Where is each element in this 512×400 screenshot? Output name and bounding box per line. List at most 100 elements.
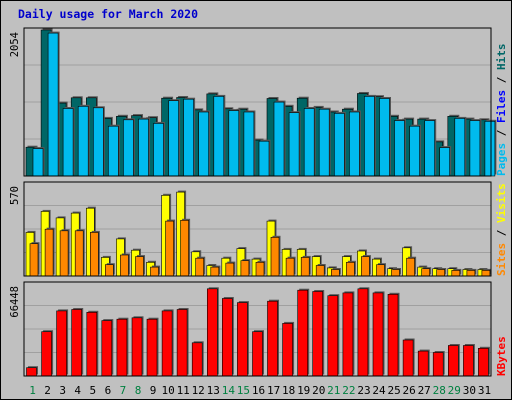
bar-pages-day-15 [243, 111, 255, 177]
x-tick-label: 22 [342, 384, 355, 397]
bar-kbytes-day-6 [101, 320, 113, 377]
x-tick-label: 13 [207, 384, 220, 397]
bar-kbytes-day-21 [327, 295, 339, 377]
x-tick-label: 3 [59, 384, 66, 397]
bar-kbytes-day-4 [71, 309, 82, 377]
bar-pages-day-1 [32, 148, 44, 177]
legend-entry-pages: Pages [495, 143, 508, 176]
bar-sites-day-2 [44, 228, 54, 277]
x-tick-label: 16 [252, 384, 265, 397]
legend-separator: / [495, 70, 508, 90]
bar-sites-day-1 [29, 243, 39, 277]
bar-pages-day-19 [303, 108, 315, 177]
bar-kbytes-day-24 [372, 292, 384, 377]
bar-kbytes-day-22 [342, 292, 354, 377]
bar-kbytes-day-26 [402, 339, 414, 377]
bar-sites-day-7 [120, 254, 129, 277]
bar-sites-day-27 [421, 268, 431, 277]
legend-entry-files: Files [495, 90, 508, 123]
x-tick-label: 19 [297, 384, 310, 397]
bar-pages-day-27 [424, 120, 436, 177]
bar-kbytes-day-17 [267, 300, 278, 377]
x-tick-label: 8 [135, 384, 142, 397]
panel-0: 2054 Pages / Files / Hits [9, 27, 508, 177]
bar-sites-day-21 [330, 269, 340, 277]
bar-pages-day-5 [93, 107, 104, 177]
bar-pages-day-8 [138, 118, 149, 177]
chart-title: Daily usage for March 2020 [18, 7, 199, 21]
legend-entry-sites: Sites [495, 243, 508, 276]
bar-sites-day-4 [74, 230, 84, 277]
legend-text: Sites / Visits [495, 183, 508, 276]
bar-sites-day-5 [90, 232, 99, 277]
panel-border [23, 27, 492, 177]
bar-kbytes-day-28 [432, 352, 444, 377]
x-tick-label: 26 [402, 384, 415, 397]
bar-pages-day-9 [153, 123, 164, 177]
bar-kbytes-day-13 [207, 288, 218, 377]
bar-pages-day-24 [379, 98, 390, 177]
bar-sites-day-8 [135, 256, 144, 277]
bar-pages-day-11 [183, 98, 194, 177]
bar-sites-day-25 [391, 269, 400, 277]
y-max-label: 2054 [9, 32, 21, 57]
x-tick-label: 18 [282, 384, 295, 397]
bar-sites-day-10 [165, 220, 174, 277]
bar-kbytes-day-16 [252, 331, 263, 377]
x-tick-label: 25 [387, 384, 400, 397]
bar-sites-day-13 [210, 266, 220, 277]
x-tick-label: 17 [267, 384, 280, 397]
bar-pages-day-26 [409, 125, 420, 177]
bar-pages-day-31 [484, 121, 496, 177]
x-tick-label: 23 [357, 384, 370, 397]
bar-sites-day-14 [225, 262, 235, 277]
x-tick-label: 20 [312, 384, 325, 397]
bar-sites-day-28 [436, 269, 446, 277]
bar-kbytes-day-14 [222, 298, 233, 377]
bar-kbytes-day-20 [312, 291, 324, 377]
bar-sites-day-9 [150, 266, 159, 277]
panel-border [23, 181, 492, 277]
y-max-label: 66448 [9, 286, 21, 318]
bar-pages-day-18 [288, 112, 300, 177]
bar-kbytes-day-11 [176, 309, 188, 377]
legend-entry-hits: Hits [495, 44, 508, 71]
bar-kbytes-day-25 [387, 293, 399, 377]
bar-kbytes-day-30 [463, 345, 474, 377]
bar-pages-day-6 [108, 125, 119, 177]
bar-kbytes-day-15 [237, 302, 248, 377]
bar-kbytes-day-10 [161, 310, 173, 377]
bar-sites-day-16 [255, 261, 265, 277]
bar-sites-day-29 [451, 270, 461, 277]
x-tick-label: 10 [161, 384, 174, 397]
x-tick-label: 4 [74, 384, 81, 397]
bar-sites-day-31 [481, 270, 491, 277]
bar-sites-day-18 [285, 257, 295, 277]
legend-separator: / [495, 223, 508, 243]
bar-kbytes-day-8 [131, 317, 143, 377]
bar-kbytes-day-31 [478, 347, 489, 377]
bar-pages-day-10 [168, 100, 179, 177]
legend-separator: / [495, 123, 508, 143]
x-tick-label: 24 [372, 384, 386, 397]
y-max-label: 570 [9, 186, 21, 205]
bar-pages-day-14 [228, 110, 240, 177]
bar-pages-day-13 [213, 96, 225, 177]
bar-pages-day-30 [469, 120, 481, 177]
x-tick-label: 31 [478, 384, 491, 397]
bar-sites-day-15 [240, 260, 250, 277]
bar-sites-day-6 [105, 264, 114, 277]
bar-sites-day-22 [346, 261, 355, 277]
bar-pages-day-4 [77, 106, 89, 177]
bar-pages-day-28 [439, 147, 451, 177]
panel-1: 570 Sites / Visits [9, 181, 508, 277]
bar-sites-day-19 [300, 257, 310, 277]
bar-pages-day-17 [273, 101, 285, 177]
bar-pages-day-21 [333, 113, 345, 177]
bar-pages-day-25 [394, 120, 405, 177]
bar-pages-day-7 [123, 119, 134, 177]
legend-entry-visits: Visits [495, 183, 508, 223]
x-tick-label: 21 [327, 384, 340, 397]
bar-sites-day-24 [376, 264, 385, 277]
x-tick-label: 1 [29, 384, 36, 397]
